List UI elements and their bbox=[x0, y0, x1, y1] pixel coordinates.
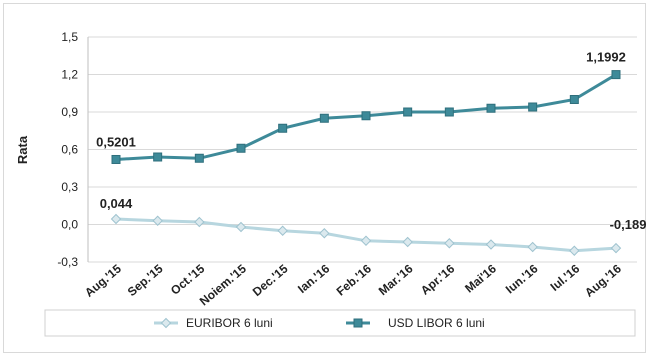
y-axis-title: Rata bbox=[15, 135, 30, 164]
x-tick-label: Iul.'16 bbox=[548, 261, 583, 293]
data-label: 0,044 bbox=[100, 196, 133, 211]
euribor-point bbox=[319, 228, 330, 239]
x-tick-label: Aug.'16 bbox=[582, 261, 624, 299]
euribor-point bbox=[360, 235, 372, 246]
usd-libor-point bbox=[319, 113, 329, 123]
euribor-point bbox=[569, 245, 580, 256]
usd-libor-point bbox=[486, 103, 496, 113]
x-tick-label: Noiem.'15 bbox=[197, 261, 249, 308]
x-tick-label: Ian.'16 bbox=[295, 261, 332, 296]
euribor-point bbox=[152, 215, 163, 226]
legend-marker bbox=[160, 317, 172, 329]
euribor-point bbox=[610, 242, 622, 254]
y-tick-label: 0,0 bbox=[61, 218, 78, 232]
euribor-point bbox=[444, 238, 455, 249]
usd-libor-point bbox=[194, 153, 204, 163]
legend-marker bbox=[353, 318, 363, 328]
y-tick-label: 1,2 bbox=[61, 68, 78, 82]
usd-libor-point bbox=[528, 102, 538, 112]
usd-libor-point bbox=[361, 111, 371, 121]
data-label: 0,5201 bbox=[96, 134, 136, 149]
usd-libor-point bbox=[153, 152, 163, 162]
usd-libor-point bbox=[278, 123, 288, 133]
euribor-point bbox=[527, 241, 538, 253]
data-label: -0,189 bbox=[610, 217, 647, 232]
usd-libor-point bbox=[236, 143, 246, 153]
y-tick-label: 0,3 bbox=[61, 180, 78, 194]
euribor-point bbox=[402, 236, 413, 248]
chart-frame bbox=[3, 3, 646, 353]
x-tick-label: Oct.'15 bbox=[168, 261, 208, 297]
series-line-euribor bbox=[115, 217, 617, 253]
x-tick-label: Iun.'16 bbox=[503, 261, 541, 296]
euribor-point bbox=[194, 216, 205, 228]
usd-libor-point bbox=[444, 107, 454, 117]
euribor-point bbox=[110, 213, 122, 225]
usd-libor-point bbox=[111, 154, 121, 164]
x-tick-label: Feb.'16 bbox=[334, 261, 375, 298]
y-tick-label: 1,5 bbox=[61, 30, 78, 44]
x-tick-label: Aug.'15 bbox=[82, 261, 124, 299]
x-tick-label: Apr.'16 bbox=[418, 261, 458, 297]
x-tick-label: Sep.'15 bbox=[125, 261, 166, 299]
x-tick-label: Dec.'15 bbox=[250, 261, 291, 299]
x-tick-label: Mar.'16 bbox=[376, 261, 416, 298]
y-tick-label: -0,3 bbox=[57, 255, 78, 269]
usd-libor-point bbox=[403, 107, 413, 117]
legend-box bbox=[44, 309, 636, 337]
y-tick-label: 0,9 bbox=[61, 105, 78, 119]
euribor-point bbox=[277, 225, 288, 236]
euribor-point bbox=[235, 221, 247, 233]
legend-label: USD LIBOR 6 luni bbox=[388, 316, 485, 330]
euribor-point bbox=[485, 239, 497, 250]
x-tick-label: Mai'16 bbox=[462, 261, 499, 295]
legend-label: EURIBOR 6 luni bbox=[186, 316, 273, 330]
y-tick-label: 0,6 bbox=[61, 143, 78, 157]
usd-libor-point bbox=[611, 70, 621, 80]
usd-libor-point bbox=[569, 95, 579, 104]
data-label: 1,1992 bbox=[586, 50, 626, 65]
